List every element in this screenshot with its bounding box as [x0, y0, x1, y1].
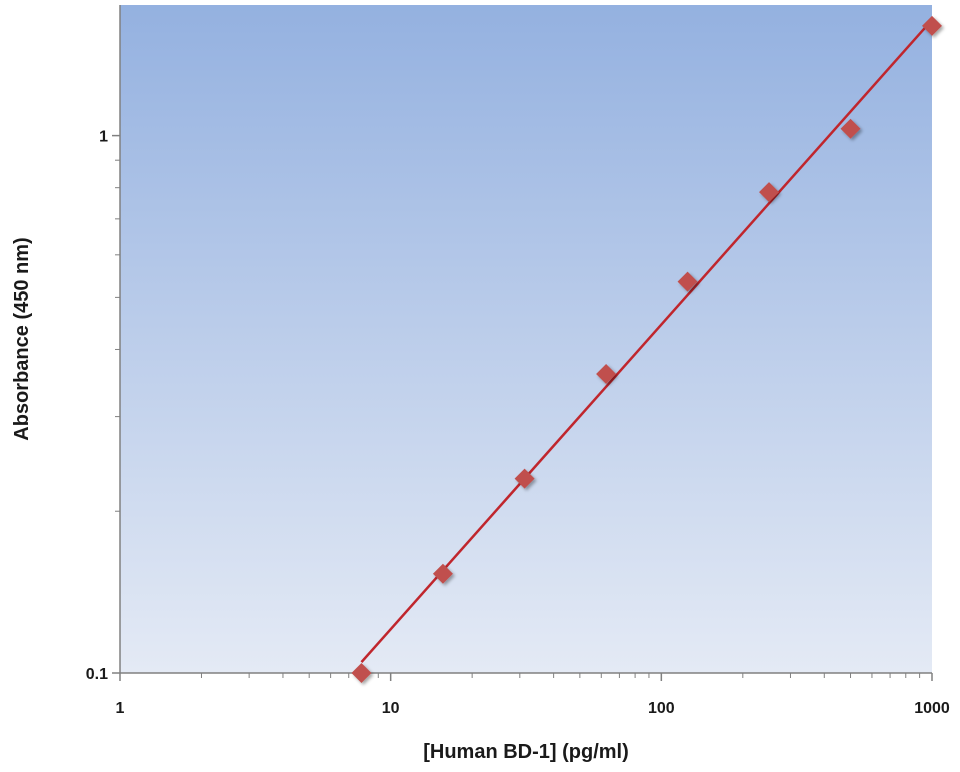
y-axis-title: Absorbance (450 nm): [11, 237, 33, 440]
data-point: [922, 15, 942, 36]
data-point: [432, 563, 453, 584]
data-point: [596, 364, 617, 385]
x-tick-label: 100: [648, 700, 675, 717]
fit-line: [360, 19, 933, 663]
y-tick-label: 1: [99, 129, 108, 146]
x-tick-label: 1: [116, 700, 125, 717]
data-series: [351, 15, 942, 683]
data-point: [677, 271, 698, 292]
x-tick-label: 10: [382, 700, 400, 717]
plot-area: [120, 5, 932, 673]
y-tick-label: 0.1: [86, 666, 108, 683]
data-point: [759, 182, 780, 203]
x-tick-label: 1000: [914, 700, 950, 717]
data-point: [840, 118, 861, 139]
data-point: [514, 468, 535, 489]
data-point: [351, 663, 372, 683]
axes: 1 10 100 1000 0.1 1: [86, 5, 950, 717]
x-axis-title: [Human BD-1] (pg/ml): [423, 741, 629, 763]
